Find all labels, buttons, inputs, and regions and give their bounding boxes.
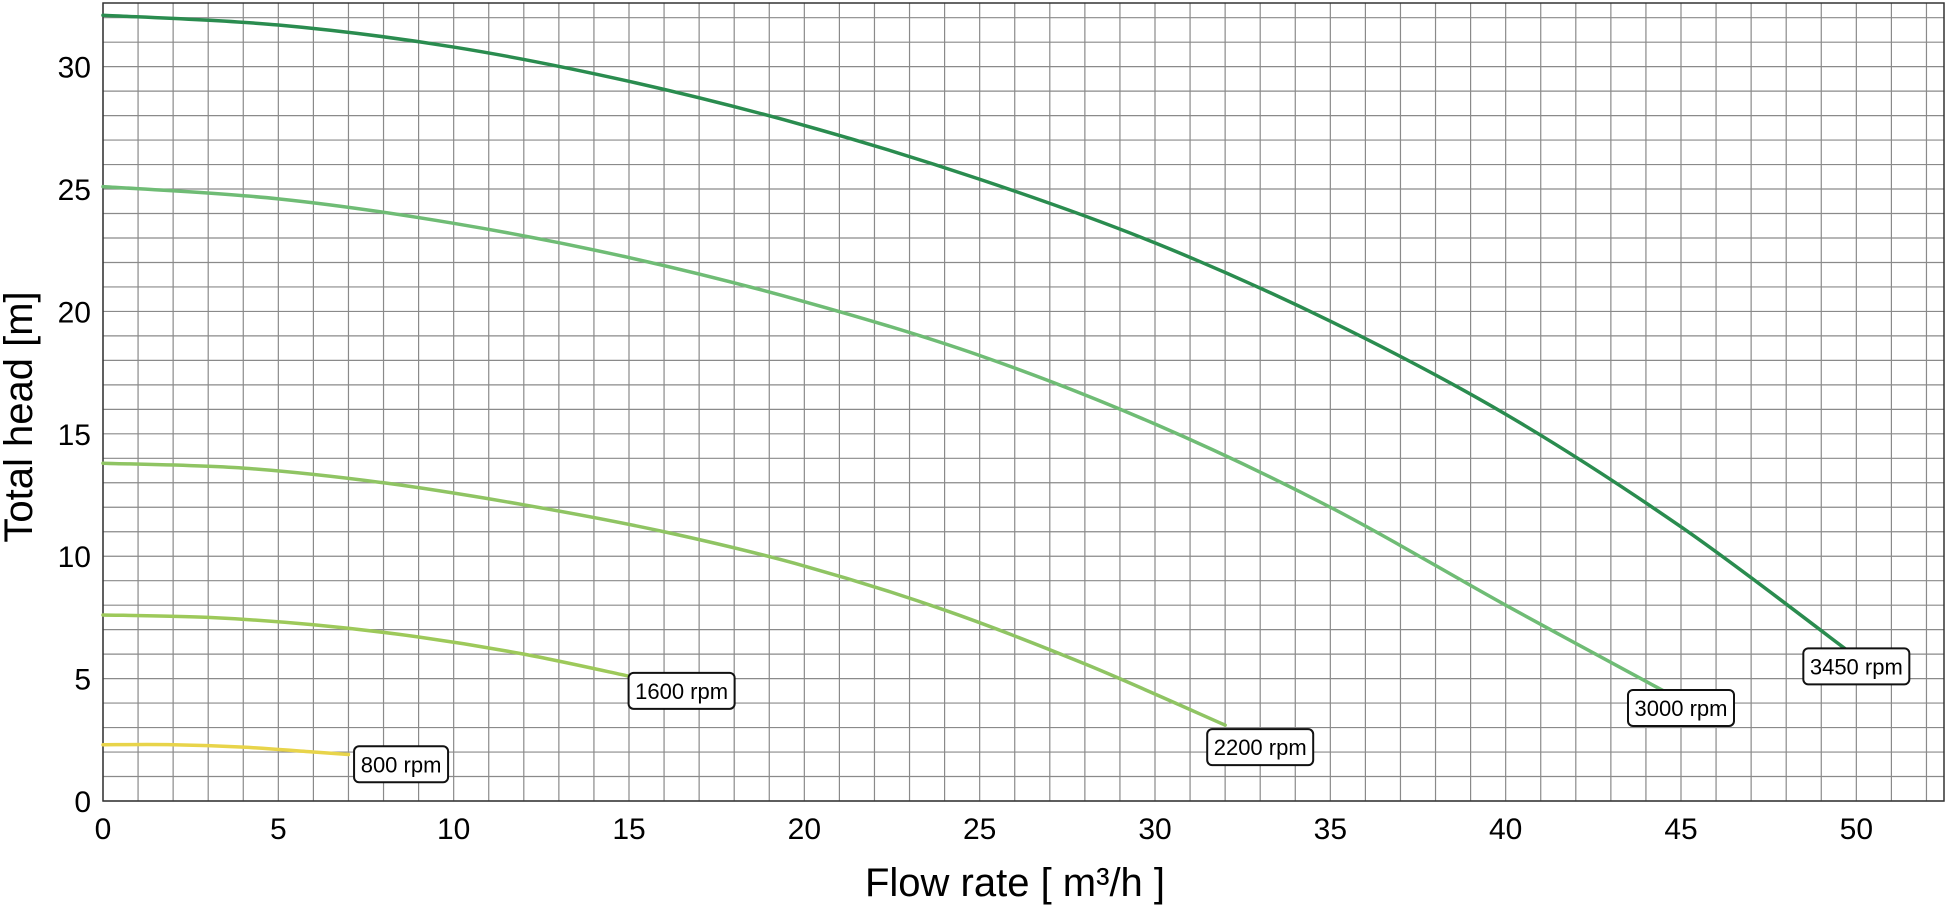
x-tick-label: 5 <box>270 813 287 846</box>
x-tick-label: 50 <box>1840 813 1873 846</box>
rpm-label-text: 800 rpm <box>361 752 442 777</box>
rpm-label-box <box>627 671 736 710</box>
series-line-800-rpm <box>101 742 351 757</box>
y-axis-label: Total head [m] <box>0 291 41 542</box>
rpm-labels: 800 rpm 1600 rpm 2200 rpm 3000 rpm 3450 rpm <box>353 647 1911 784</box>
x-tick-label: 0 <box>95 813 112 846</box>
rpm-label-text: 3000 rpm <box>1635 696 1728 721</box>
x-tick-label: 30 <box>1138 813 1171 846</box>
rpm-label-1600-rpm: 1600 rpm <box>627 671 736 710</box>
x-tick-label: 35 <box>1314 813 1347 846</box>
series-line-1600-rpm <box>101 613 631 678</box>
y-tick-label: 30 <box>58 52 91 85</box>
y-tick-label: 10 <box>58 541 91 574</box>
plot-border <box>102 2 1945 802</box>
plot-area <box>103 3 1944 801</box>
grid <box>102 2 1945 802</box>
series-line-3000-rpm <box>101 184 1666 693</box>
rpm-label-text: 3450 rpm <box>1810 654 1903 679</box>
y-tick-label: 0 <box>74 786 91 819</box>
rpm-label-box <box>1206 728 1315 767</box>
x-tick-label: 25 <box>963 813 996 846</box>
series-line-2200-rpm <box>101 461 1227 727</box>
rpm-label-3450-rpm: 3450 rpm <box>1802 647 1911 686</box>
x-axis-label: Flow rate [ m³/h ] <box>865 861 1165 905</box>
rpm-label-800-rpm: 800 rpm <box>353 745 450 784</box>
curves <box>101 13 1848 757</box>
rpm-label-box <box>1627 688 1735 727</box>
series-line-3450-rpm <box>101 13 1848 651</box>
y-tick-label: 20 <box>58 296 91 329</box>
x-tick-label: 20 <box>788 813 821 846</box>
tick-labels: 0 5 10 15 20 25 30 35 40 45 50 0 5 10 15 20 25 30 <box>58 52 1873 846</box>
rpm-label-box <box>1802 647 1911 686</box>
rpm-label-text: 2200 rpm <box>1214 735 1307 760</box>
x-tick-label: 40 <box>1489 813 1522 846</box>
x-tick-label: 10 <box>437 813 470 846</box>
rpm-label-3000-rpm: 3000 rpm <box>1627 688 1735 727</box>
x-tick-label: 45 <box>1664 813 1697 846</box>
y-tick-label: 5 <box>74 664 91 697</box>
y-tick-label: 25 <box>58 174 91 207</box>
rpm-label-box <box>353 745 450 784</box>
rpm-label-text: 1600 rpm <box>635 679 728 704</box>
rpm-label-2200-rpm: 2200 rpm <box>1206 728 1315 767</box>
y-tick-label: 15 <box>58 419 91 452</box>
x-tick-label: 15 <box>612 813 645 846</box>
